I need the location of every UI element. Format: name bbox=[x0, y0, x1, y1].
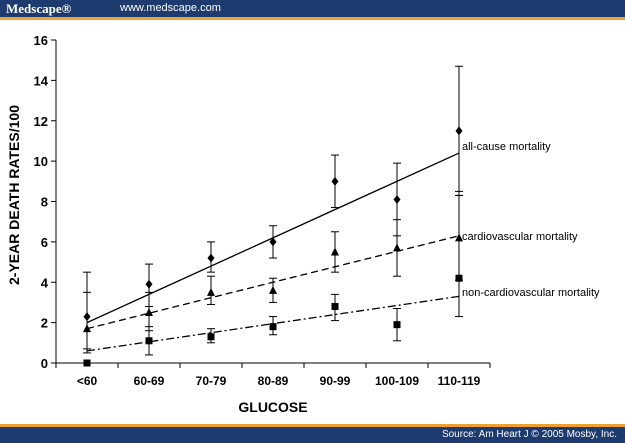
data-point-square bbox=[393, 321, 401, 329]
series-label: all-cause mortality bbox=[462, 141, 551, 153]
y-tick-label: 2 bbox=[41, 316, 48, 331]
plot-area bbox=[83, 65, 463, 367]
series-label: cardiovascular mortality bbox=[462, 231, 578, 243]
y-tick-label: 10 bbox=[34, 154, 48, 169]
series-square bbox=[83, 194, 463, 367]
data-point-diamond bbox=[455, 126, 463, 136]
data-point-square bbox=[269, 323, 277, 331]
data-point-square bbox=[83, 359, 91, 367]
y-tick-label: 8 bbox=[41, 195, 48, 210]
glucose-mortality-chart: 0 2 4 6 8 10 12 14 16 <60 60-69 70-79 80-89 90-99 100… bbox=[6, 33, 600, 415]
footer-bar: Source: Am Heart J © 2005 Mosby, Inc. bbox=[0, 427, 625, 443]
series-label: non-cardiovascular mortality bbox=[462, 287, 600, 299]
y-tick-label: 12 bbox=[34, 114, 48, 129]
series-labels: all-cause mortality cardiovascular mortal… bbox=[462, 141, 600, 299]
series-diamond bbox=[83, 65, 463, 350]
y-tick-label: 14 bbox=[34, 73, 49, 88]
x-tick-label: 70-79 bbox=[196, 374, 227, 388]
y-axis-label: 2-YEAR DEATH RATES/100 bbox=[6, 105, 22, 285]
data-point-triangle bbox=[269, 285, 277, 294]
x-tick-label: 110-119 bbox=[438, 374, 481, 388]
y-tick-label: 6 bbox=[41, 235, 48, 250]
x-tick-label: 60-69 bbox=[134, 374, 165, 388]
data-point-square bbox=[455, 274, 463, 282]
x-tick-label: 80-89 bbox=[258, 374, 289, 388]
x-tick-label: 90-99 bbox=[320, 374, 351, 388]
x-axis-ticks: <60 60-69 70-79 80-89 90-99 100-109 110-119 bbox=[55, 363, 491, 388]
x-axis-label: GLUCOSE bbox=[238, 399, 307, 415]
y-tick-label: 16 bbox=[34, 33, 48, 48]
data-point-square bbox=[331, 302, 339, 310]
header-bar: Medscape® www.medscape.com bbox=[0, 0, 625, 17]
medscape-logo: Medscape® bbox=[6, 1, 72, 16]
data-point-triangle bbox=[145, 308, 153, 317]
data-point-triangle bbox=[83, 324, 91, 333]
data-point-square bbox=[207, 333, 215, 341]
footer-divider bbox=[0, 424, 625, 427]
x-tick-label: <60 bbox=[77, 374, 98, 388]
source-credit: Source: Am Heart J © 2005 Mosby, Inc. bbox=[441, 429, 617, 440]
data-point-diamond bbox=[269, 237, 277, 247]
data-point-triangle bbox=[331, 247, 339, 256]
header-divider bbox=[0, 17, 625, 20]
y-tick-label: 0 bbox=[41, 356, 48, 371]
site-url[interactable]: www.medscape.com bbox=[120, 2, 221, 14]
data-point-triangle bbox=[207, 287, 215, 296]
y-tick-label: 4 bbox=[41, 275, 49, 290]
data-point-diamond bbox=[393, 194, 401, 204]
data-point-triangle bbox=[393, 243, 401, 252]
data-point-diamond bbox=[331, 176, 339, 186]
axes bbox=[55, 40, 490, 364]
data-point-diamond bbox=[207, 253, 215, 263]
data-point-diamond bbox=[145, 279, 153, 289]
y-axis-ticks: 0 2 4 6 8 10 12 14 16 bbox=[34, 33, 56, 371]
data-point-square bbox=[145, 337, 153, 345]
x-tick-label: 100-109 bbox=[375, 374, 419, 388]
